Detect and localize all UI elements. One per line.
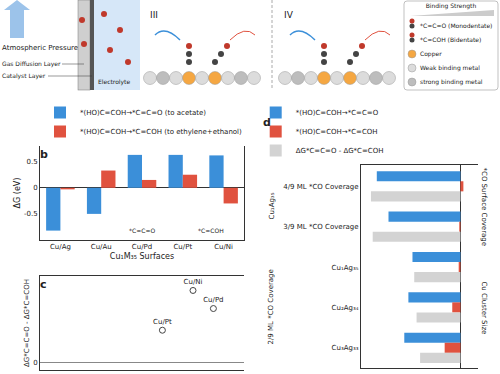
svg-text:Cu₃Ag₃₃: Cu₃Ag₃₃: [332, 344, 359, 352]
svg-text:Cu/Pd: Cu/Pd: [203, 296, 223, 304]
svg-text:*CO Surface Coverage: *CO Surface Coverage: [480, 168, 488, 247]
svg-text:Cu₁M₃₅ Surfaces: Cu₁M₃₅ Surfaces: [110, 252, 174, 261]
svg-text:Cu/Pt: Cu/Pt: [173, 243, 192, 251]
svg-text:4/9 ML *CO Coverage: 4/9 ML *CO Coverage: [283, 183, 358, 191]
svg-text:-0.5: -0.5: [24, 210, 38, 218]
svg-text:2/9 ML *CO Coverage: 2/9 ML *CO Coverage: [267, 269, 275, 344]
svg-text:Cu/Pt: Cu/Pt: [153, 318, 172, 326]
svg-text:Cu₁Ag₃₅: Cu₁Ag₃₅: [268, 192, 276, 219]
svg-text:Catalyst Layer: Catalyst Layer: [2, 72, 46, 80]
svg-text:IV: IV: [284, 10, 294, 20]
svg-text:3/9 ML *CO Coverage: 3/9 ML *CO Coverage: [283, 223, 358, 231]
svg-text:d: d: [263, 116, 271, 129]
svg-text:III: III: [150, 10, 158, 20]
svg-text:Cu₂Ag₃₄: Cu₂Ag₃₄: [332, 304, 359, 312]
svg-text:Cu Cluster Size: Cu Cluster Size: [480, 281, 488, 334]
svg-text:0: 0: [33, 184, 37, 192]
svg-text:Copper: Copper: [420, 50, 442, 58]
svg-text:ΔG*C=C=O - ΔG*C=COH: ΔG*C=C=O - ΔG*C=COH: [23, 279, 31, 367]
svg-text:*C=C=O (Monodentate): *C=C=O (Monodentate): [420, 22, 492, 29]
svg-text:*(HO)C=COH→*C=C=O (to acetate): *(HO)C=COH→*C=C=O (to acetate): [80, 109, 206, 117]
svg-text:Cu/Ni: Cu/Ni: [184, 278, 203, 286]
svg-text:0: 0: [33, 359, 37, 367]
svg-text:Cu/Ag: Cu/Ag: [50, 243, 71, 251]
svg-text:ΔG*C=C=O - ΔG*C=COH: ΔG*C=C=O - ΔG*C=COH: [296, 147, 384, 155]
svg-text:strong binding metal: strong binding metal: [420, 78, 483, 86]
svg-text:*(HO)C=COH→*C=COH: *(HO)C=COH→*C=COH: [296, 128, 378, 136]
svg-text:Cu/Ni: Cu/Ni: [214, 243, 233, 251]
svg-text:Cu₁Ag₃₅: Cu₁Ag₃₅: [332, 264, 359, 272]
svg-text:Gas Diffusion Layer: Gas Diffusion Layer: [2, 60, 61, 68]
svg-text:b: b: [40, 148, 48, 161]
svg-text:*C=C=O: *C=C=O: [129, 227, 155, 234]
svg-text:Weak binding metal: Weak binding metal: [420, 64, 480, 72]
svg-text:*(HO)C=COH→*C=COH (to ethylene: *(HO)C=COH→*C=COH (to ethylene+ethanol): [80, 128, 242, 136]
svg-text:c: c: [40, 278, 47, 291]
svg-text:Cu/Pd: Cu/Pd: [132, 243, 152, 251]
svg-text:Cu/Au: Cu/Au: [91, 243, 112, 251]
svg-text:*C=COH (Bidentate): *C=COH (Bidentate): [420, 36, 481, 43]
svg-text:Binding Strength: Binding Strength: [426, 2, 477, 10]
svg-text:ΔG (eV): ΔG (eV): [13, 178, 22, 209]
svg-text:*(HO)C=COH→*C=C=O: *(HO)C=COH→*C=C=O: [296, 109, 379, 117]
svg-text:Atmospheric Pressure: Atmospheric Pressure: [2, 44, 78, 52]
svg-text:*C=COH: *C=COH: [198, 227, 224, 234]
svg-text:0.5: 0.5: [26, 158, 37, 166]
svg-text:Electrolyte: Electrolyte: [98, 78, 130, 86]
